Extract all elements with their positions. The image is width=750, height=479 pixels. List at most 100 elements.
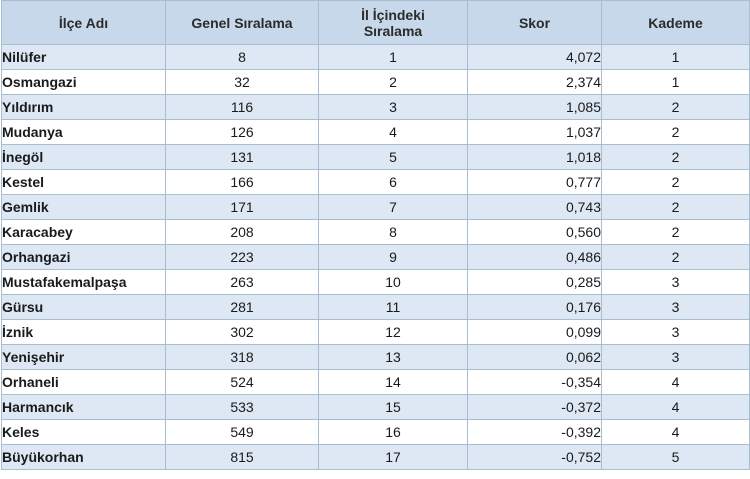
province-rank-cell: 13 (318, 344, 468, 370)
score-cell: 1,018 (467, 144, 602, 170)
province-rank-cell: 4 (318, 119, 468, 145)
table-row: Nilüfer 8 1 4,072 1 (1, 44, 750, 70)
header-label: İl İçindeki (361, 6, 425, 23)
district-ranking-table: İlçe Adı Genel Sıralama İl İçindeki Sıra… (1, 0, 750, 470)
district-name-cell: Keles (1, 419, 166, 445)
district-name-cell: Mudanya (1, 119, 166, 145)
level-cell: 5 (601, 444, 750, 470)
district-name-cell: Gürsu (1, 294, 166, 320)
score-cell: 0,486 (467, 244, 602, 270)
province-rank-cell: 6 (318, 169, 468, 195)
header-general-rank: Genel Sıralama (165, 0, 319, 45)
header-row: İlçe Adı Genel Sıralama İl İçindeki Sıra… (1, 0, 750, 45)
district-name-cell: Karacabey (1, 219, 166, 245)
level-cell: 2 (601, 244, 750, 270)
header-level: Kademe (601, 0, 750, 45)
table-row: Mustafakemalpaşa 263 10 0,285 3 (1, 269, 750, 295)
table-row: Karacabey 208 8 0,560 2 (1, 219, 750, 245)
table-row: Orhaneli 524 14 -0,354 4 (1, 369, 750, 395)
province-rank-cell: 12 (318, 319, 468, 345)
table-row: Yıldırım 116 3 1,085 2 (1, 94, 750, 120)
score-cell: 4,072 (467, 44, 602, 70)
general-rank-cell: 166 (165, 169, 319, 195)
level-cell: 2 (601, 169, 750, 195)
province-rank-cell: 2 (318, 69, 468, 95)
header-district-name: İlçe Adı (1, 0, 166, 45)
province-rank-cell: 16 (318, 419, 468, 445)
level-cell: 1 (601, 69, 750, 95)
province-rank-cell: 7 (318, 194, 468, 220)
general-rank-cell: 281 (165, 294, 319, 320)
score-cell: 0,777 (467, 169, 602, 195)
district-name-cell: Orhaneli (1, 369, 166, 395)
district-name-cell: Mustafakemalpaşa (1, 269, 166, 295)
table-row: Gürsu 281 11 0,176 3 (1, 294, 750, 320)
general-rank-cell: 815 (165, 444, 319, 470)
province-rank-cell: 15 (318, 394, 468, 420)
district-name-cell: Harmancık (1, 394, 166, 420)
table-row: Mudanya 126 4 1,037 2 (1, 119, 750, 145)
score-cell: 0,099 (467, 319, 602, 345)
table-row: Büyükorhan 815 17 -0,752 5 (1, 444, 750, 470)
score-cell: 0,560 (467, 219, 602, 245)
general-rank-cell: 8 (165, 44, 319, 70)
table-header: İlçe Adı Genel Sıralama İl İçindeki Sıra… (1, 0, 750, 45)
general-rank-cell: 32 (165, 69, 319, 95)
table-body: Nilüfer 8 1 4,072 1 Osmangazi 32 2 2,374 1 Yıldırı… (1, 44, 750, 470)
province-rank-cell: 8 (318, 219, 468, 245)
district-name-cell: Orhangazi (1, 244, 166, 270)
level-cell: 2 (601, 94, 750, 120)
district-name-cell: Gemlik (1, 194, 166, 220)
general-rank-cell: 208 (165, 219, 319, 245)
table-row: Harmancık 533 15 -0,372 4 (1, 394, 750, 420)
table-row: Yenişehir 318 13 0,062 3 (1, 344, 750, 370)
table-row: İznik 302 12 0,099 3 (1, 319, 750, 345)
general-rank-cell: 263 (165, 269, 319, 295)
district-name-cell: Kestel (1, 169, 166, 195)
province-rank-cell: 10 (318, 269, 468, 295)
header-label-line2: Sıralama (363, 22, 423, 39)
header-label: İlçe Adı (58, 14, 109, 31)
header-label: Skor (518, 14, 551, 31)
district-name-cell: Yenişehir (1, 344, 166, 370)
level-cell: 1 (601, 44, 750, 70)
district-name-cell: İnegöl (1, 144, 166, 170)
general-rank-cell: 223 (165, 244, 319, 270)
general-rank-cell: 131 (165, 144, 319, 170)
province-rank-cell: 1 (318, 44, 468, 70)
general-rank-cell: 126 (165, 119, 319, 145)
district-name-cell: Nilüfer (1, 44, 166, 70)
score-cell: -0,354 (467, 369, 602, 395)
level-cell: 2 (601, 219, 750, 245)
level-cell: 2 (601, 119, 750, 145)
score-cell: 0,176 (467, 294, 602, 320)
district-name-cell: İznik (1, 319, 166, 345)
level-cell: 4 (601, 419, 750, 445)
province-rank-cell: 3 (318, 94, 468, 120)
score-cell: -0,752 (467, 444, 602, 470)
header-score: Skor (467, 0, 602, 45)
general-rank-cell: 318 (165, 344, 319, 370)
level-cell: 3 (601, 319, 750, 345)
score-cell: 1,085 (467, 94, 602, 120)
score-cell: 1,037 (467, 119, 602, 145)
table-row: İnegöl 131 5 1,018 2 (1, 144, 750, 170)
score-cell: 2,374 (467, 69, 602, 95)
header-province-rank: İl İçindeki Sıralama (318, 0, 468, 45)
general-rank-cell: 302 (165, 319, 319, 345)
general-rank-cell: 524 (165, 369, 319, 395)
score-cell: 0,285 (467, 269, 602, 295)
province-rank-cell: 5 (318, 144, 468, 170)
district-name-cell: Yıldırım (1, 94, 166, 120)
province-rank-cell: 9 (318, 244, 468, 270)
score-cell: 0,062 (467, 344, 602, 370)
table-row: Kestel 166 6 0,777 2 (1, 169, 750, 195)
level-cell: 3 (601, 344, 750, 370)
table-row: Keles 549 16 -0,392 4 (1, 419, 750, 445)
general-rank-cell: 533 (165, 394, 319, 420)
general-rank-cell: 116 (165, 94, 319, 120)
province-rank-cell: 11 (318, 294, 468, 320)
level-cell: 2 (601, 144, 750, 170)
table-row: Orhangazi 223 9 0,486 2 (1, 244, 750, 270)
header-label: Kademe (648, 14, 703, 31)
